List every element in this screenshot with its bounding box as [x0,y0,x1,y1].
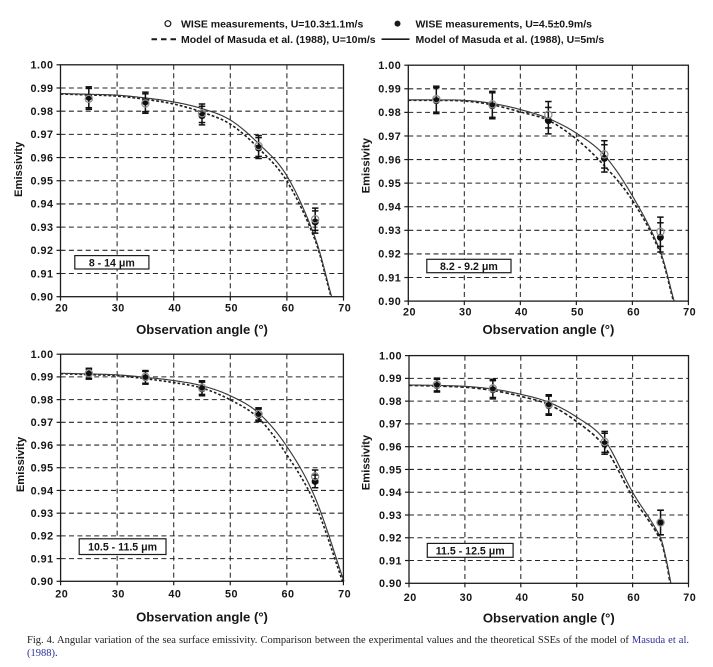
svg-text:0.95: 0.95 [379,464,402,476]
svg-text:1.00: 1.00 [30,60,53,72]
svg-text:WISE measurements, U=10.3±1.1m: WISE measurements, U=10.3±1.1m/s [181,18,363,30]
svg-text:10.5 - 11.5 μm: 10.5 - 11.5 μm [88,542,157,554]
svg-text:30: 30 [112,302,125,314]
svg-text:8 - 14 μm: 8 - 14 μm [89,257,135,269]
svg-text:50: 50 [571,592,584,604]
svg-text:Observation angle (°): Observation angle (°) [136,322,268,337]
svg-text:0.93: 0.93 [379,510,402,522]
svg-text:0.95: 0.95 [378,178,401,190]
svg-text:11.5 - 12.5 μm: 11.5 - 12.5 μm [436,545,505,557]
svg-text:0.94: 0.94 [30,199,53,211]
svg-text:0.99: 0.99 [379,373,402,385]
svg-text:0.96: 0.96 [378,154,401,166]
svg-text:0.97: 0.97 [379,419,402,431]
svg-text:1.00: 1.00 [31,349,54,361]
svg-text:0.91: 0.91 [379,555,402,567]
svg-text:50: 50 [571,306,584,318]
svg-text:Emissivity: Emissivity [361,137,373,193]
svg-text:Observation angle (°): Observation angle (°) [136,610,268,625]
svg-text:0.92: 0.92 [30,245,53,257]
svg-text:Emissivity: Emissivity [13,141,25,197]
svg-text:0.99: 0.99 [30,83,53,95]
svg-text:0.99: 0.99 [378,84,401,96]
svg-text:0.99: 0.99 [31,372,54,384]
svg-text:0.93: 0.93 [30,222,53,234]
svg-text:40: 40 [168,588,181,600]
svg-text:0.90: 0.90 [30,292,53,304]
svg-text:40: 40 [515,592,528,604]
svg-text:20: 20 [404,592,417,604]
svg-text:0.94: 0.94 [379,487,402,499]
svg-text:1.00: 1.00 [379,350,402,362]
svg-text:20: 20 [403,306,416,318]
svg-text:0.94: 0.94 [31,485,54,497]
svg-text:30: 30 [112,588,125,600]
svg-text:70: 70 [338,588,351,600]
svg-text:60: 60 [282,588,295,600]
svg-text:0.91: 0.91 [378,272,401,284]
svg-text:0.96: 0.96 [31,440,54,452]
svg-text:Emissivity: Emissivity [15,436,27,492]
svg-text:0.90: 0.90 [379,578,402,590]
svg-text:0.90: 0.90 [378,296,401,308]
svg-text:0.98: 0.98 [30,106,53,118]
svg-text:0.97: 0.97 [31,417,54,429]
svg-text:0.93: 0.93 [31,508,54,520]
svg-text:20: 20 [55,588,68,600]
svg-text:70: 70 [683,306,696,318]
svg-text:0.95: 0.95 [30,176,53,188]
svg-text:30: 30 [459,306,472,318]
svg-text:0.92: 0.92 [379,533,402,545]
svg-text:40: 40 [168,302,181,314]
svg-text:0.98: 0.98 [378,107,401,119]
svg-text:50: 50 [225,302,238,314]
svg-text:0.91: 0.91 [31,553,54,565]
svg-text:0.93: 0.93 [378,225,401,237]
svg-text:40: 40 [515,306,528,318]
svg-text:Observation angle (°): Observation angle (°) [483,611,615,626]
svg-text:0.95: 0.95 [31,463,54,475]
svg-text:0.98: 0.98 [379,396,402,408]
svg-text:20: 20 [55,302,68,314]
svg-text:30: 30 [460,592,473,604]
svg-text:50: 50 [225,588,238,600]
svg-text:1.00: 1.00 [378,60,401,72]
svg-text:WISE measurements, U=4.5±0.9m/: WISE measurements, U=4.5±0.9m/s [416,18,593,30]
svg-text:0.92: 0.92 [378,249,401,261]
svg-text:60: 60 [627,306,640,318]
svg-text:70: 70 [338,302,351,314]
svg-text:0.90: 0.90 [31,576,54,588]
svg-text:Model of Masuda et al. (1988),: Model of Masuda et al. (1988), U=10m/s [181,34,376,46]
svg-text:Observation angle (°): Observation angle (°) [482,322,614,337]
svg-text:0.94: 0.94 [378,202,401,214]
svg-text:0.96: 0.96 [379,441,402,453]
svg-text:60: 60 [627,592,640,604]
svg-text:70: 70 [683,592,696,604]
svg-text:0.97: 0.97 [378,131,401,143]
svg-text:Emissivity: Emissivity [361,434,373,490]
svg-text:Model of Masuda et al. (1988),: Model of Masuda et al. (1988), U=5m/s [416,34,605,46]
svg-text:0.92: 0.92 [31,531,54,543]
svg-text:0.91: 0.91 [30,268,53,280]
svg-text:0.97: 0.97 [30,129,53,141]
svg-text:60: 60 [282,302,295,314]
svg-text:8.2 - 9.2 μm: 8.2 - 9.2 μm [440,261,498,273]
svg-text:0.96: 0.96 [30,152,53,164]
svg-text:0.98: 0.98 [31,394,54,406]
